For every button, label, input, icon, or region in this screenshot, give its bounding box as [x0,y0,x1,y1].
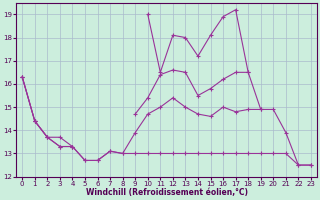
X-axis label: Windchill (Refroidissement éolien,°C): Windchill (Refroidissement éolien,°C) [85,188,248,197]
